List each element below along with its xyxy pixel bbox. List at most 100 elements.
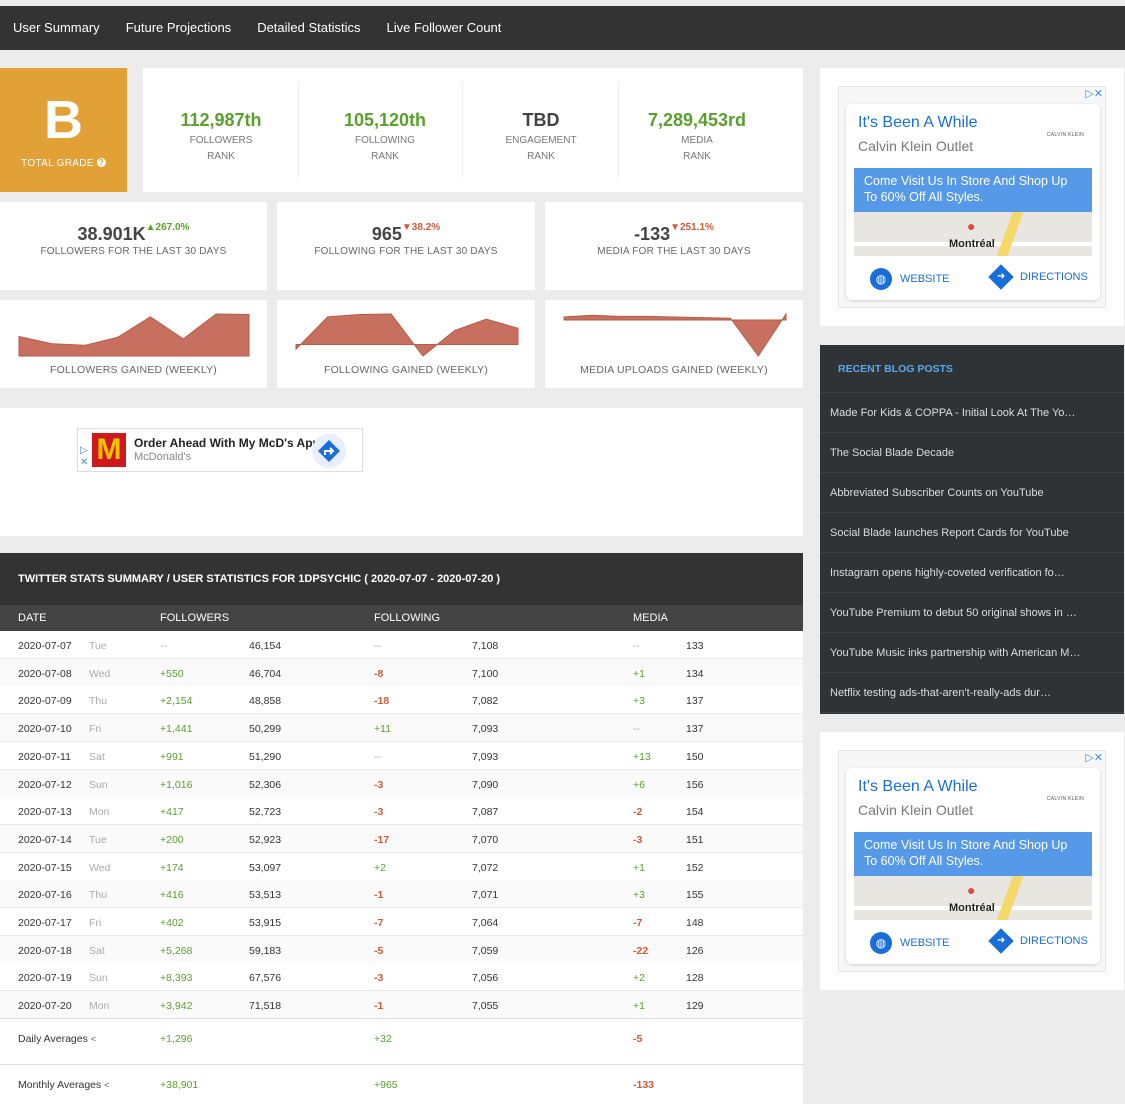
sparkline [295,313,519,357]
calvin-klein-logo: CALVIN KLEIN [1046,132,1084,138]
question-circle-icon[interactable]: ? [96,158,106,167]
weekday-cell: Sun [89,778,108,791]
trend-down-icon: ▼251.1% [670,222,714,233]
nav-live-follower-count[interactable]: Live Follower Count [386,20,502,35]
table-row: 2020-07-08 Wed +550 46,704 -8 7,100 +1 134 [0,658,803,687]
divider [618,82,619,178]
col-followers[interactable]: FOLLOWERS [160,612,230,624]
date-cell: 2020-07-07 [18,640,72,652]
followers-total: 53,915 [249,917,282,929]
divider [462,82,463,178]
trend-up-icon: ▲267.0% [145,222,190,233]
following-total: 7,064 [472,917,499,929]
date-cell: 2020-07-10 [18,723,72,736]
blog-item[interactable]: The Social Blade Decade [820,433,1124,473]
following-total: 7,108 [472,640,499,652]
blog-item[interactable]: YouTube Music inks partnership with Amer… [820,633,1124,673]
blog-item[interactable]: Abbreviated Subscriber Counts on YouTube [820,473,1124,513]
directions-button[interactable]: ➜ DIRECTIONS [988,928,1088,954]
daily-averages-row: Daily Averages < +1,296 +32 -5 [0,1018,803,1064]
table-title: TWITTER STATS SUMMARY / USER STATISTICS … [0,553,803,605]
followers-rank: 112,987th FOLLOWERS RANK [143,68,299,192]
following-total: 7,093 [472,750,499,763]
followers-total: 52,306 [249,778,282,791]
followers-total: 50,299 [249,723,282,736]
followers-total: 53,513 [249,889,282,902]
ad-subtitle: Calvin Klein Outlet [858,138,974,154]
followers-change: +2,154 [160,695,193,708]
ad-choices-icon[interactable]: ▷✕ [1085,88,1103,100]
following-change: -18 [374,695,390,708]
blog-item[interactable]: Social Blade launches Report Cards for Y… [820,513,1124,553]
table-row: 2020-07-11 Sat +991 51,290 -- 7,093 +13 150 [0,741,803,770]
date-cell: 2020-07-19 [18,972,72,985]
share-icon[interactable]: < [90,1034,97,1044]
share-icon[interactable]: < [104,1080,110,1090]
media-change: -- [633,640,640,652]
col-media[interactable]: MEDIA [633,612,668,624]
followers-total: 46,154 [249,640,282,652]
ad-choices-icon[interactable]: ▷✕ [1085,752,1103,764]
weekday-cell: Tue [89,640,107,652]
media-total: 156 [686,778,704,791]
nav-user-summary[interactable]: User Summary [13,20,100,35]
following-change: -7 [374,917,384,929]
media-change: +13 [633,750,651,763]
followers-gained-chart: FOLLOWERS GAINED (WEEKLY) [0,300,267,388]
media-change: +1 [633,1000,645,1013]
following-change: -3 [374,806,384,819]
followers-total: 53,097 [249,861,282,874]
weekday-cell: Sun [89,972,108,985]
divider [298,82,299,178]
directions-button[interactable]: ➜ DIRECTIONS [988,264,1088,290]
weekday-cell: Tue [89,833,107,846]
sparkline [563,312,787,357]
blog-item[interactable]: Made For Kids & COPPA - Initial Look At … [820,393,1124,433]
date-cell: 2020-07-16 [18,889,72,902]
following-change: -17 [374,833,390,846]
media-change: -2 [633,806,643,819]
mcdonalds-ad[interactable]: ▷ ✕ M Order Ahead With My McD's App McDon… [77,428,363,472]
col-date[interactable]: DATE [18,612,47,624]
media-total: 155 [686,889,704,902]
followers-change: +1,441 [160,723,193,736]
map-image: ● Montréal [854,212,1092,256]
weekday-cell: Fri [89,723,102,736]
media-change: +6 [633,778,645,791]
media-change: +1 [633,667,645,680]
nav-future-projections[interactable]: Future Projections [125,20,232,35]
weekday-cell: Wed [89,667,111,680]
following-total: 7,090 [472,778,499,791]
date-cell: 2020-07-20 [18,1000,72,1013]
ad-promo: Come Visit Us In Store And Shop Up To 60… [854,168,1092,212]
nav-detailed-statistics[interactable]: Detailed Statistics [257,20,361,35]
followers-change: -- [160,640,167,652]
date-cell: 2020-07-12 [18,778,72,791]
media-change: -3 [633,833,643,846]
directions-icon: ➜ [988,928,1014,954]
media-total: 129 [686,1000,704,1013]
website-button[interactable]: ◍ WEBSITE [870,268,950,290]
blog-item[interactable]: Netflix testing ads-that-aren't-really-a… [820,673,1124,713]
date-cell: 2020-07-09 [18,695,72,708]
followers-change: +550 [160,667,184,680]
media-change: -7 [633,917,643,929]
media-uploads-gained-chart: MEDIA UPLOADS GAINED (WEEKLY) [545,300,803,388]
website-button[interactable]: ◍ WEBSITE [870,932,950,954]
blog-item[interactable]: Instagram opens highly-coveted verificat… [820,553,1124,593]
table-row: 2020-07-16 Thu +416 53,513 -1 7,071 +3 155 [0,880,803,909]
blog-heading: RECENT BLOG POSTS [820,345,1124,393]
calvin-klein-ad-top: ▷✕ It's Been A While Calvin Klein Outlet… [820,68,1124,326]
ad-choices-icon[interactable]: ▷✕ [80,445,89,468]
mcdonalds-logo-icon: M [92,433,126,467]
following-total: 7,082 [472,695,499,708]
col-following[interactable]: FOLLOWING [374,612,441,624]
followers-change: +416 [160,889,184,902]
blog-item[interactable]: YouTube Premium to debut 50 original sho… [820,593,1124,633]
directions-icon[interactable] [312,434,346,468]
date-cell: 2020-07-18 [18,944,72,957]
followers-change: +174 [160,861,184,874]
followers-change: +8,393 [160,972,193,985]
followers-change: +3,942 [160,1000,193,1013]
calvin-klein-logo: CALVIN KLEIN [1046,796,1084,802]
